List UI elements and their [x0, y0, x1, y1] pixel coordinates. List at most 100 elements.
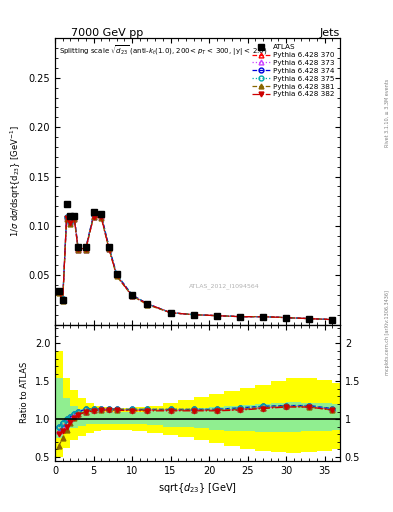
Pythia 6.428 374 [284, 314, 288, 321]
Text: ATLAS_2012_I1094564: ATLAS_2012_I1094564 [189, 283, 260, 289]
Pythia 6.428 374 [107, 244, 111, 250]
ATLAS [64, 201, 69, 207]
Pythia 6.428 374 [64, 214, 69, 220]
Pythia 6.428 373 [130, 293, 134, 299]
ATLAS [83, 244, 88, 250]
ATLAS [261, 313, 265, 319]
Pythia 6.428 370 [261, 313, 265, 319]
Text: Rivet 3.1.10, ≥ 3.3M events: Rivet 3.1.10, ≥ 3.3M events [385, 78, 390, 147]
Pythia 6.428 373 [284, 314, 288, 321]
Pythia 6.428 374 [191, 312, 196, 318]
ATLAS [68, 213, 73, 219]
Pythia 6.428 374 [237, 313, 242, 319]
Legend: ATLAS, Pythia 6.428 370, Pythia 6.428 373, Pythia 6.428 374, Pythia 6.428 375, P: ATLAS, Pythia 6.428 370, Pythia 6.428 37… [250, 42, 336, 99]
Pythia 6.428 374 [57, 289, 61, 295]
ATLAS [107, 244, 111, 250]
Pythia 6.428 381 [114, 273, 119, 279]
Pythia 6.428 375 [68, 219, 73, 225]
Line: Pythia 6.428 381: Pythia 6.428 381 [57, 215, 335, 322]
Pythia 6.428 375 [64, 214, 69, 220]
Pythia 6.428 381 [72, 216, 77, 222]
Pythia 6.428 381 [330, 316, 334, 323]
Pythia 6.428 381 [107, 245, 111, 251]
Pythia 6.428 382 [83, 245, 88, 251]
Pythia 6.428 373 [237, 313, 242, 319]
Pythia 6.428 381 [68, 221, 73, 227]
Pythia 6.428 373 [307, 315, 312, 322]
ATLAS [57, 288, 61, 294]
Pythia 6.428 373 [191, 312, 196, 318]
Pythia 6.428 375 [83, 245, 88, 251]
Pythia 6.428 370 [191, 312, 196, 318]
Pythia 6.428 374 [168, 310, 173, 316]
Pythia 6.428 382 [68, 220, 73, 226]
Pythia 6.428 370 [284, 314, 288, 321]
Pythia 6.428 373 [261, 313, 265, 319]
Pythia 6.428 375 [99, 212, 104, 218]
Pythia 6.428 375 [145, 301, 150, 307]
Pythia 6.428 381 [76, 246, 81, 252]
Pythia 6.428 375 [261, 313, 265, 319]
Pythia 6.428 375 [130, 292, 134, 298]
Pythia 6.428 373 [76, 246, 81, 252]
Pythia 6.428 374 [91, 212, 96, 218]
Pythia 6.428 370 [307, 315, 312, 322]
ATLAS [130, 292, 134, 298]
Pythia 6.428 381 [237, 313, 242, 319]
ATLAS [307, 315, 312, 322]
Pythia 6.428 381 [61, 298, 65, 304]
Pythia 6.428 373 [91, 214, 96, 220]
Pythia 6.428 375 [237, 313, 242, 319]
Pythia 6.428 373 [330, 316, 334, 323]
Pythia 6.428 370 [57, 289, 61, 295]
Y-axis label: Ratio to ATLAS: Ratio to ATLAS [20, 362, 29, 423]
Pythia 6.428 370 [145, 301, 150, 307]
Pythia 6.428 375 [107, 244, 111, 250]
ATLAS [237, 313, 242, 319]
Pythia 6.428 373 [61, 297, 65, 303]
Pythia 6.428 370 [114, 272, 119, 279]
Pythia 6.428 382 [72, 215, 77, 221]
Pythia 6.428 373 [168, 310, 173, 316]
ATLAS [91, 209, 96, 215]
ATLAS [284, 314, 288, 321]
Pythia 6.428 382 [130, 293, 134, 299]
ATLAS [145, 301, 150, 307]
Pythia 6.428 370 [99, 213, 104, 219]
Pythia 6.428 382 [107, 245, 111, 251]
Pythia 6.428 374 [214, 313, 219, 319]
ATLAS [168, 310, 173, 316]
Pythia 6.428 373 [57, 289, 61, 295]
Pythia 6.428 381 [261, 313, 265, 319]
Pythia 6.428 375 [284, 314, 288, 321]
Pythia 6.428 382 [76, 245, 81, 251]
Pythia 6.428 375 [214, 313, 219, 319]
Pythia 6.428 370 [61, 297, 65, 303]
Pythia 6.428 373 [145, 301, 150, 307]
Pythia 6.428 370 [107, 245, 111, 251]
Pythia 6.428 382 [145, 301, 150, 307]
Pythia 6.428 370 [130, 292, 134, 298]
Line: Pythia 6.428 382: Pythia 6.428 382 [57, 215, 335, 322]
Pythia 6.428 381 [284, 314, 288, 321]
ATLAS [214, 313, 219, 319]
Pythia 6.428 374 [330, 316, 334, 323]
Pythia 6.428 374 [61, 296, 65, 302]
ATLAS [99, 211, 104, 217]
Pythia 6.428 374 [261, 313, 265, 319]
ATLAS [330, 316, 334, 323]
Pythia 6.428 373 [68, 220, 73, 226]
Pythia 6.428 381 [64, 216, 69, 222]
Pythia 6.428 370 [76, 245, 81, 251]
Pythia 6.428 373 [83, 246, 88, 252]
Pythia 6.428 373 [114, 272, 119, 279]
Pythia 6.428 370 [91, 213, 96, 219]
Text: mcplots.cern.ch [arXiv:1306.3436]: mcplots.cern.ch [arXiv:1306.3436] [385, 290, 390, 375]
Pythia 6.428 374 [130, 292, 134, 298]
Pythia 6.428 370 [330, 316, 334, 323]
ATLAS [61, 297, 65, 303]
Text: 7000 GeV pp: 7000 GeV pp [71, 28, 143, 38]
Pythia 6.428 381 [57, 290, 61, 296]
Pythia 6.428 382 [64, 215, 69, 221]
Line: Pythia 6.428 373: Pythia 6.428 373 [57, 215, 335, 322]
